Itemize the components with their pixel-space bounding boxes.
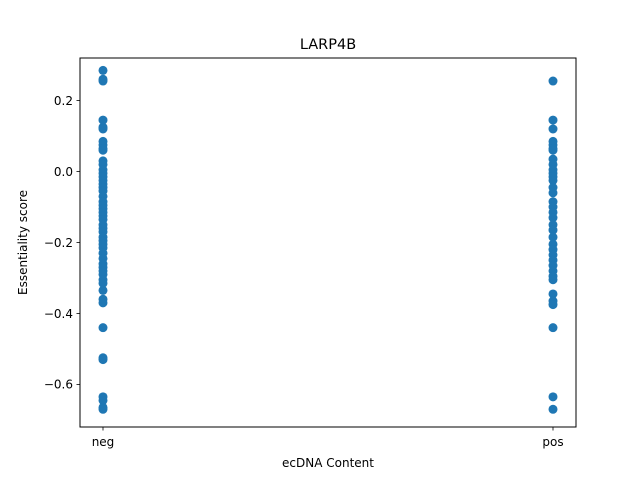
point-pos-0 — [548, 76, 558, 86]
x-axis-title: ecDNA Content — [282, 456, 374, 470]
point-pos-33 — [548, 323, 558, 333]
point-neg-2 — [98, 76, 108, 86]
point-pos-18 — [548, 213, 558, 223]
y-axis-title: Essentiality score — [16, 190, 30, 295]
point-neg-44 — [98, 323, 108, 333]
point-pos-21 — [548, 232, 558, 242]
x-tick-label-neg: neg — [92, 435, 115, 449]
point-neg-46 — [98, 355, 108, 365]
point-neg-9 — [98, 145, 108, 155]
point-neg-43 — [98, 298, 108, 308]
y-tick-label-4: 0.2 — [54, 94, 73, 108]
point-neg-41 — [98, 285, 108, 295]
point-neg-3 — [98, 115, 108, 125]
point-pos-14 — [548, 188, 558, 198]
y-tick-label-3: 0.0 — [54, 165, 73, 179]
chart-title: LARP4B — [300, 37, 356, 53]
point-neg-40 — [98, 278, 108, 288]
point-pos-34 — [548, 392, 558, 402]
point-pos-32 — [548, 300, 558, 310]
point-neg-0 — [98, 65, 108, 75]
point-neg-48 — [98, 395, 108, 405]
y-tick-label-0: −0.6 — [44, 378, 73, 392]
point-neg-5 — [98, 124, 108, 134]
y-tick-label-1: −0.4 — [44, 307, 73, 321]
y-axis: −0.6 −0.4 −0.2 0.0 0.2 — [44, 94, 80, 392]
x-tick-label-pos: pos — [542, 435, 563, 449]
points-layer — [98, 65, 558, 414]
point-pos-30 — [548, 289, 558, 299]
point-pos-6 — [548, 145, 558, 155]
point-neg-50 — [98, 404, 108, 414]
point-pos-1 — [548, 115, 558, 125]
point-pos-2 — [548, 124, 558, 134]
y-tick-label-2: −0.2 — [44, 236, 73, 250]
x-axis: neg pos — [92, 427, 564, 449]
point-pos-20 — [548, 225, 558, 235]
point-pos-12 — [548, 175, 558, 185]
point-pos-35 — [548, 404, 558, 414]
point-pos-29 — [548, 275, 558, 285]
